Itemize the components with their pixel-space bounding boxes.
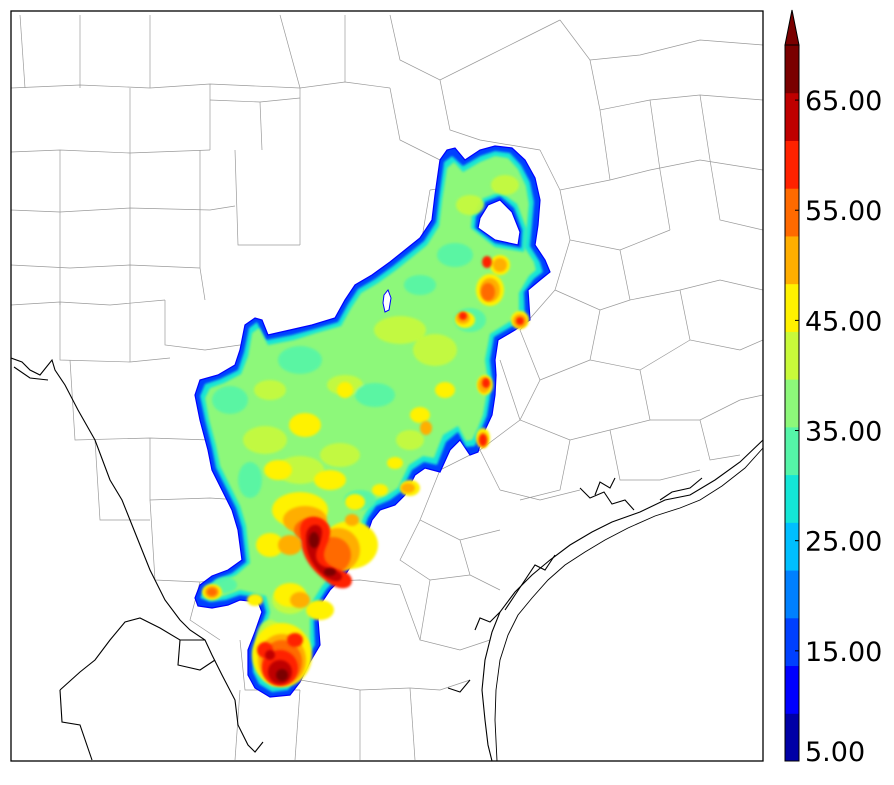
- colorbar-segment: [785, 617, 799, 667]
- colorbar-segment: [785, 45, 799, 94]
- coastline: [11, 357, 763, 761]
- colorbar-tick-label: 15.00: [805, 637, 882, 668]
- colorbar-tick-label: 35.00: [805, 417, 882, 448]
- contour-max: [276, 532, 336, 681]
- colorbar-segment: [785, 474, 799, 523]
- colorbar-segment: [785, 92, 799, 141]
- precip-field: [194, 145, 551, 698]
- colorbar-tick-label: 5.00: [805, 737, 865, 768]
- colorbar-segment: [785, 379, 799, 428]
- colorbar-tick-label: 25.00: [805, 527, 882, 558]
- colorbar-segment: [785, 188, 799, 237]
- map-frame: [10, 10, 764, 762]
- colorbar-segment: [785, 140, 799, 189]
- colorbar-tick-label: 45.00: [805, 306, 882, 337]
- colorbar-outline: [784, 44, 800, 762]
- colorbar: 5.00 15.00 25.00 35.00 45.00 55.00 65.00: [784, 9, 882, 768]
- colorbar-segment: [785, 522, 799, 571]
- map-panel: [11, 11, 763, 761]
- colorbar-segment: [785, 283, 799, 332]
- colorbar-extend-arrow: [784, 9, 800, 46]
- colorbar-segment: [785, 331, 799, 380]
- colorbar-segment: [785, 713, 799, 762]
- field-gap: [382, 289, 392, 313]
- colorbar-segment: [785, 665, 799, 714]
- colorbar-tick-label: 65.00: [805, 86, 882, 117]
- colorbar-segment: [785, 426, 799, 476]
- colorbar-tick-label: 55.00: [805, 196, 882, 227]
- colorbar-segment: [785, 235, 799, 285]
- colorbar-segment: [785, 570, 799, 619]
